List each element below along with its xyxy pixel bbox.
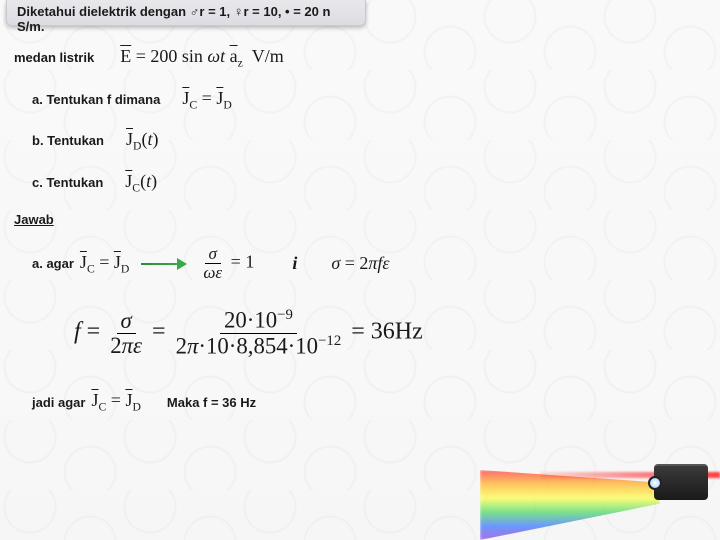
ans-a-sigma: σ = 2πfε (331, 253, 389, 274)
ans-a-jc-jd: JC = JD (80, 252, 129, 276)
qa-label: a. Tentukan f dimana (32, 92, 160, 107)
slide-content: medan listrik E = 200 sin ωt az V/m a. T… (14, 6, 706, 432)
qa-formula: JC = JD (182, 88, 231, 112)
question-a: a. Tentukan f dimana JC = JD (32, 88, 706, 112)
medan-formula: E = 200 sin ωt az V/m (120, 46, 284, 70)
ans-a-label: a. agar (32, 256, 74, 271)
jadi-formula: JC = JD (91, 390, 140, 414)
question-c: c. Tentukan JC(t) (32, 171, 706, 195)
medan-label: medan listrik (14, 50, 94, 65)
decorative-projector-image (540, 440, 720, 540)
ans-a-f-formula: f = σ 2πε = 20·10−9 2π·10·8,854·10−12 = … (74, 308, 423, 358)
answer-a-line3: jadi agar JC = JD Maka f = 36 Hz (32, 390, 706, 414)
ans-a-i: i (292, 253, 297, 274)
medan-row: medan listrik E = 200 sin ωt az V/m (14, 46, 706, 70)
answer-a-line2: f = σ 2πε = 20·10−9 2π·10·8,854·10−12 = … (74, 308, 706, 358)
jadi-label: jadi agar (32, 395, 85, 410)
arrow-icon (141, 258, 187, 270)
maka-text: Maka f = 36 Hz (167, 395, 256, 410)
question-b: b. Tentukan JD(t) (32, 129, 706, 153)
qc-label: c. Tentukan (32, 175, 103, 190)
qb-formula: JD(t) (126, 129, 158, 153)
jawab-heading: Jawab (14, 212, 706, 227)
qb-label: b. Tentukan (32, 133, 104, 148)
ans-a-frac1: σ ωε = 1 (199, 245, 254, 282)
qc-formula: JC(t) (125, 171, 157, 195)
answer-a-line1: a. agar JC = JD σ ωε = 1 i σ = 2πfε (32, 245, 706, 282)
jawab-text: Jawab (14, 212, 54, 227)
